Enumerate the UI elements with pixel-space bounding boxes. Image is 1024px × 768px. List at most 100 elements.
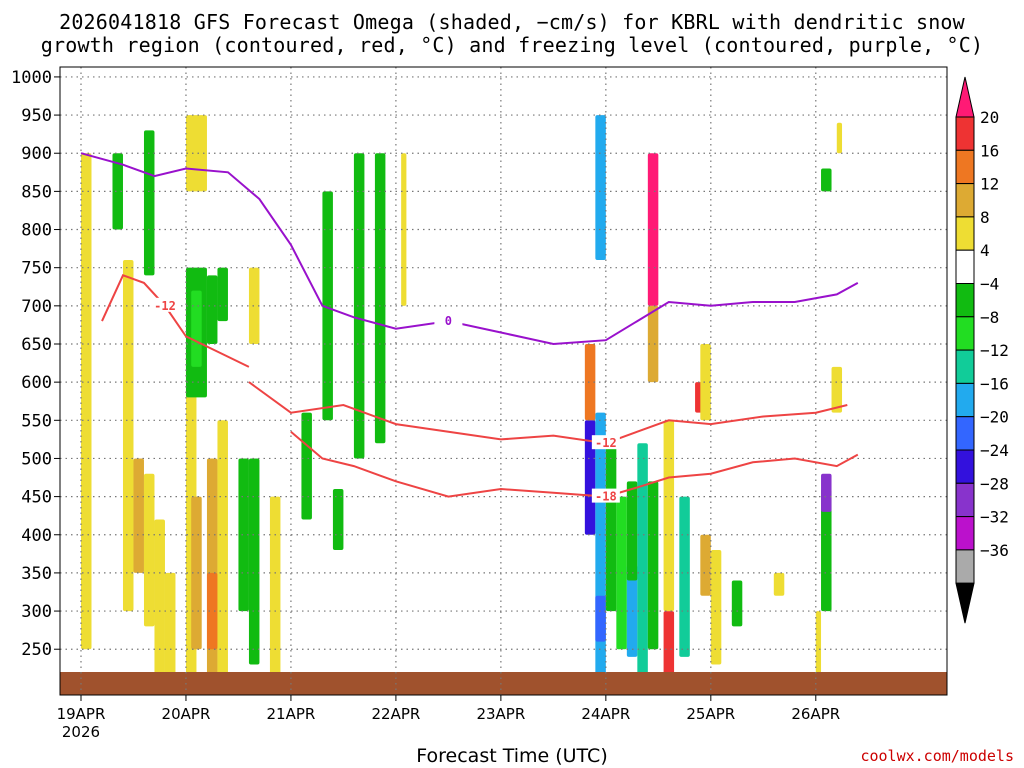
omega-region — [238, 458, 249, 612]
year-label: 2026 — [62, 723, 100, 741]
omega-region — [647, 481, 659, 650]
colorbar-level-label: −8 — [980, 308, 999, 327]
omega-region — [112, 153, 123, 230]
pressure-tick-label: 900 — [21, 144, 52, 164]
pressure-tick-label: 650 — [21, 335, 52, 355]
omega-region — [637, 443, 648, 688]
chart-title-line-2: growth region (contoured, red, °C) and f… — [40, 33, 984, 57]
colorbar-swatch — [955, 349, 975, 384]
colorbar-level-label: −36 — [980, 541, 1009, 560]
omega-region — [80, 153, 92, 650]
colorbar-swatch — [955, 249, 975, 284]
omega-region — [133, 458, 144, 573]
colorbar-level-label: 20 — [980, 108, 999, 127]
pressure-tick-label: 500 — [21, 449, 52, 469]
omega-region — [836, 122, 843, 154]
omega-region — [332, 488, 344, 551]
colorbar-swatch — [955, 283, 975, 318]
colorbar-swatch — [955, 449, 975, 484]
contour-label-bg — [591, 435, 620, 450]
omega-region — [595, 115, 606, 261]
colorbar-level-label: 12 — [980, 175, 999, 194]
ground-terrain — [60, 672, 947, 695]
colorbar-top-arrow — [955, 76, 975, 118]
colorbar-swatch — [955, 382, 975, 418]
omega-region — [154, 519, 165, 695]
pressure-tick-label: 400 — [21, 526, 52, 546]
omega-region — [248, 458, 260, 665]
omega-region — [353, 153, 365, 459]
colorbar-swatch — [955, 149, 975, 185]
pressure-tick-label: 1000 — [11, 68, 52, 88]
omega-region — [595, 412, 606, 688]
colorbar-swatch — [955, 116, 975, 151]
omega-region — [248, 267, 260, 344]
omega-region — [301, 412, 312, 520]
omega-region — [831, 366, 843, 413]
omega-region — [773, 572, 785, 596]
time-tick-label: 24APR — [581, 705, 630, 723]
omega-region — [700, 534, 711, 596]
colorbar-swatch — [955, 516, 975, 551]
omega-region — [322, 191, 333, 421]
colorbar-level-label: 16 — [980, 141, 999, 160]
x-axis-label: Forecast Time (UTC) — [416, 745, 608, 767]
colorbar-level-label: 8 — [980, 208, 990, 227]
pressure-tick-label: 250 — [21, 640, 52, 660]
site-credit-link[interactable]: coolwx.com/models — [860, 747, 1014, 765]
omega-region — [164, 572, 176, 695]
pressure-tick-label: 350 — [21, 564, 52, 584]
omega-region — [710, 550, 722, 665]
omega-region — [821, 488, 832, 612]
omega-region — [821, 168, 832, 192]
omega-region — [374, 153, 386, 444]
pressure-tick-label: 600 — [21, 373, 52, 393]
contour-label: -18 — [595, 490, 617, 504]
colorbar-swatch — [955, 183, 975, 218]
omega-region — [679, 496, 690, 657]
omega-region — [647, 305, 659, 383]
pressure-tick-label: 850 — [21, 182, 52, 202]
colorbar-level-label: 4 — [980, 241, 990, 260]
colorbar-swatch — [955, 416, 975, 451]
omega-shading-layer — [80, 115, 843, 695]
omega-region — [700, 343, 711, 421]
colorbar-level-label: −12 — [980, 341, 1009, 360]
pressure-tick-label: 800 — [21, 221, 52, 241]
omega-region — [217, 267, 228, 322]
colorbar-swatch — [955, 216, 975, 251]
colorbar-level-label: −4 — [980, 275, 999, 294]
pressure-tick-label: 700 — [21, 297, 52, 317]
omega-region — [191, 290, 202, 367]
pressure-tick-label: 950 — [21, 106, 52, 126]
omega-region — [122, 260, 134, 612]
omega-region — [595, 595, 606, 642]
contour-layer: -18 -12 -12 0 — [80, 152, 859, 504]
contour-label-bg — [150, 297, 179, 312]
omega-region — [206, 572, 218, 650]
time-tick-label: 23APR — [476, 705, 525, 723]
colorbar-level-label: −20 — [980, 408, 1009, 427]
omega-colorbar: 20 16 12 8 4 −4 −8 −12 −16 −20 −24 −28 −32 −36 — [955, 76, 1009, 624]
contour-label: -12 — [154, 299, 176, 313]
omega-region — [663, 420, 675, 612]
omega-region — [185, 115, 207, 192]
time-tick-label: 19APR — [57, 705, 106, 723]
colorbar-swatch — [955, 316, 975, 351]
omega-region — [821, 473, 832, 512]
omega-region — [143, 473, 155, 627]
pressure-tick-label: 750 — [21, 259, 52, 279]
omega-region — [584, 343, 596, 421]
omega-region — [647, 153, 659, 306]
omega-region — [206, 275, 218, 344]
omega-region — [143, 130, 155, 276]
pressure-tick-label: 300 — [21, 602, 52, 622]
omega-region — [731, 580, 743, 627]
time-tick-label: 20APR — [162, 705, 211, 723]
colorbar-level-label: −24 — [980, 441, 1009, 460]
pressure-tick-label: 550 — [21, 411, 52, 431]
colorbar-level-label: −16 — [980, 374, 1009, 393]
contour-label: -12 — [595, 436, 617, 450]
